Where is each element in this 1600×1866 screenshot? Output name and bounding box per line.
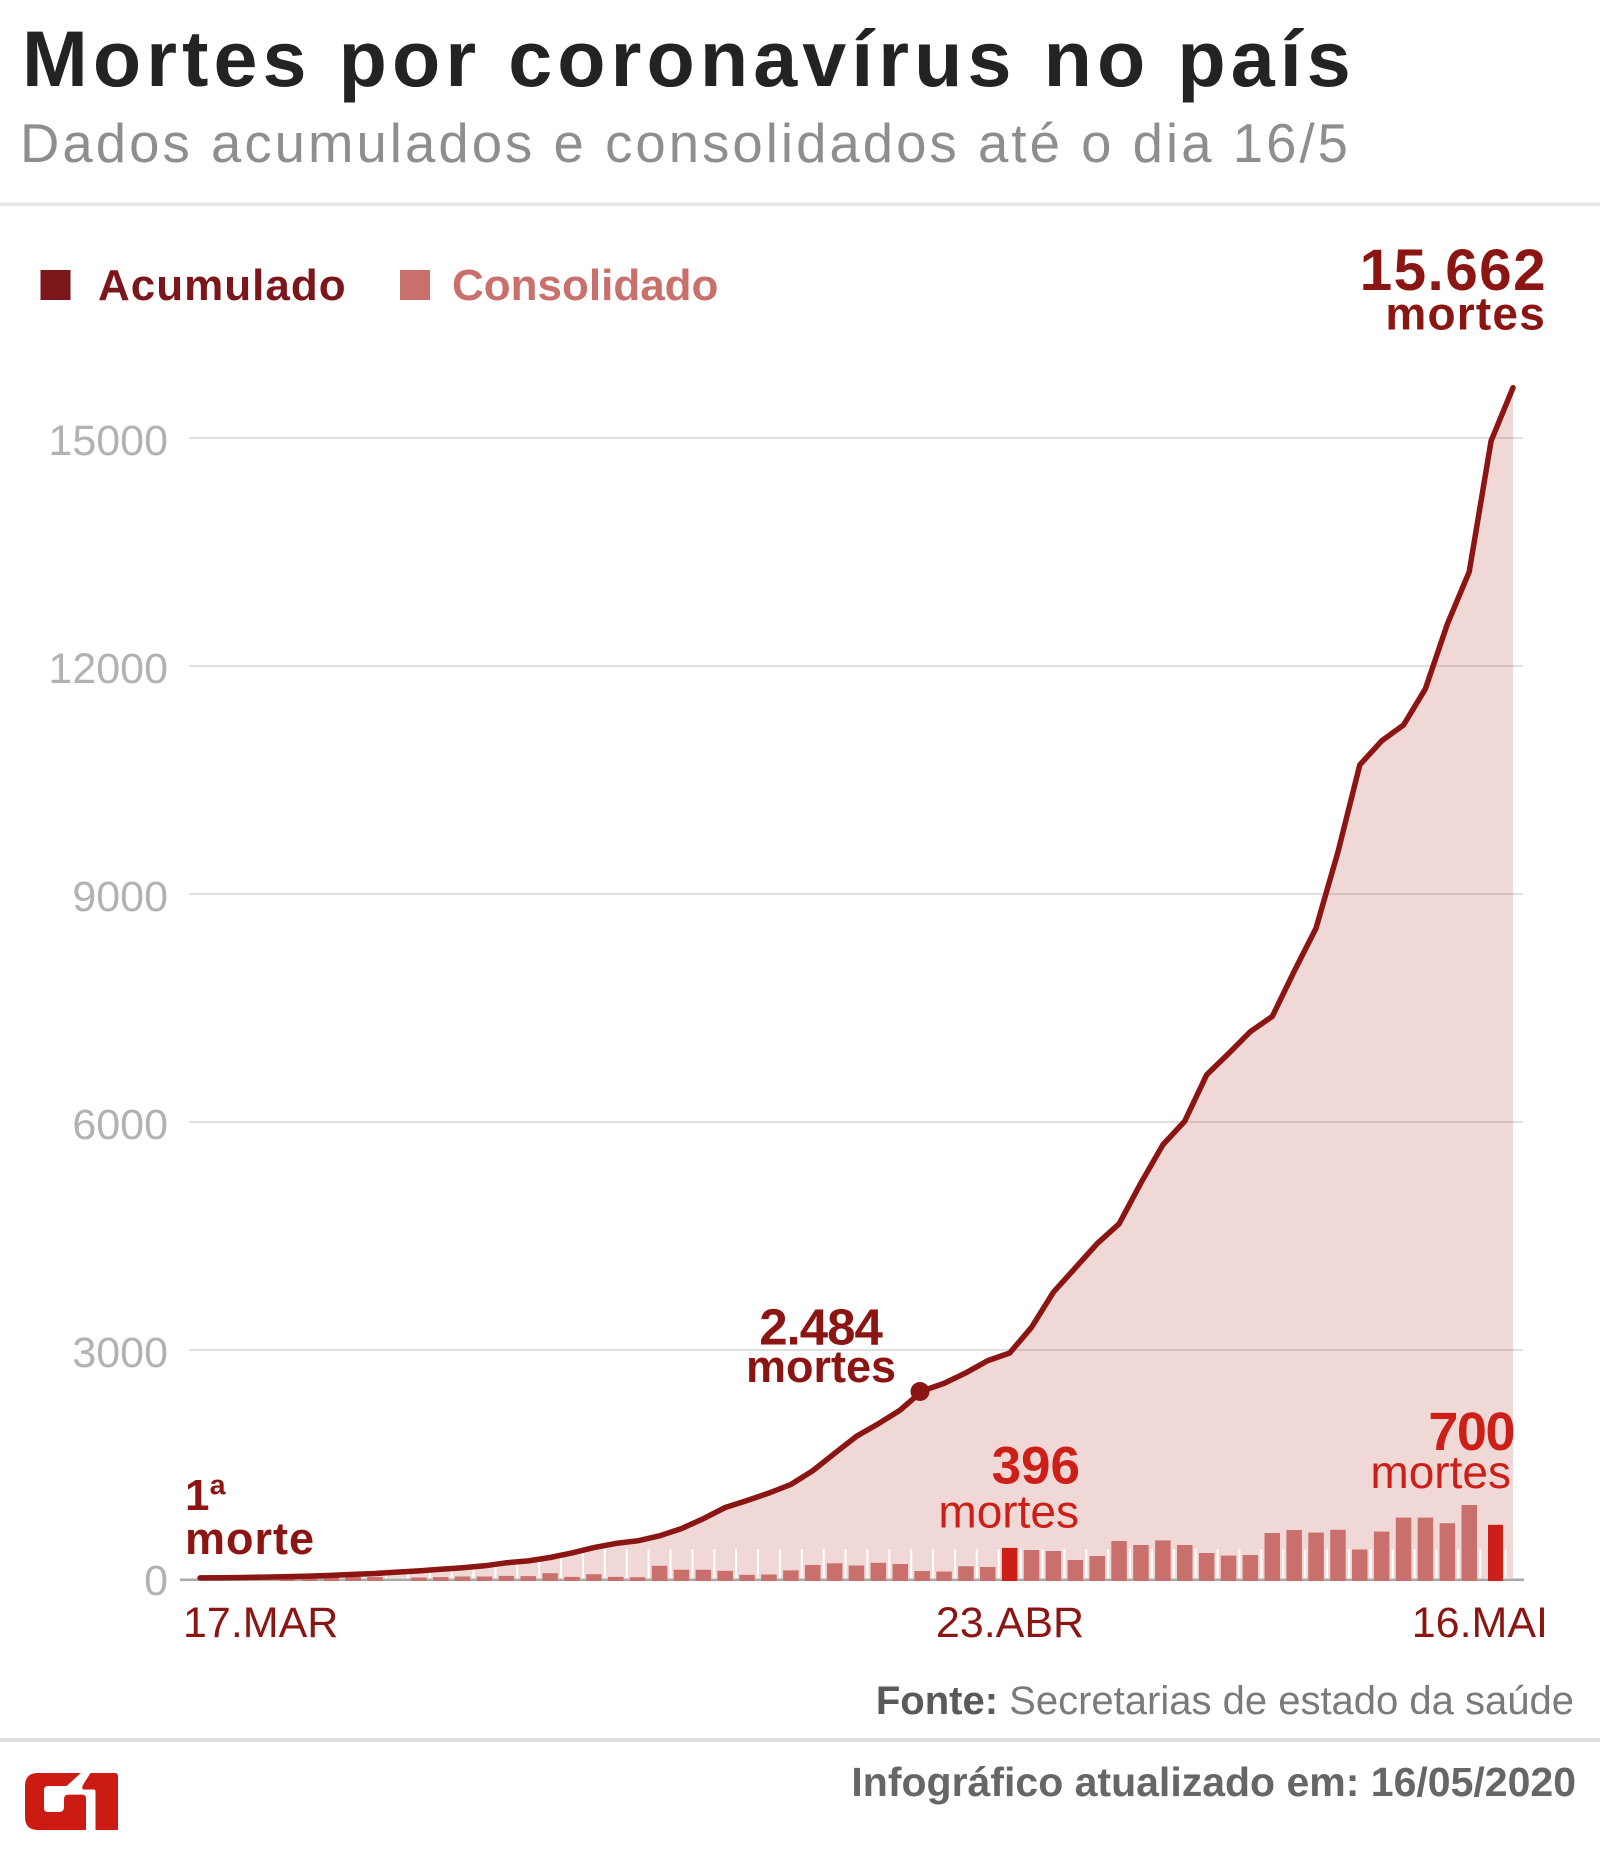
svg-text:6000: 6000 (72, 1101, 168, 1149)
svg-text:9000: 9000 (72, 873, 168, 921)
svg-text:12000: 12000 (48, 645, 168, 693)
svg-text:15.662: 15.662 (1360, 238, 1547, 303)
svg-text:mortes: mortes (938, 1486, 1079, 1538)
svg-text:mortes: mortes (1370, 1446, 1511, 1498)
svg-text:Mortes por coronavírus no país: Mortes por coronavírus no país (22, 14, 1356, 103)
svg-text:15000: 15000 (48, 417, 168, 465)
svg-text:mortes: mortes (746, 1341, 896, 1392)
svg-text:Acumulado: Acumulado (98, 261, 347, 310)
svg-text:2.484: 2.484 (759, 1299, 883, 1356)
svg-text:mortes: mortes (1385, 288, 1546, 340)
svg-text:396: 396 (992, 1437, 1080, 1496)
svg-text:1ª: 1ª (185, 1471, 226, 1520)
svg-text:Fonte: Secretarias de estado d: Fonte: Secretarias de estado da saúde (876, 1679, 1574, 1723)
svg-text:0: 0 (144, 1557, 168, 1605)
svg-text:16.MAI: 16.MAI (1412, 1599, 1548, 1647)
svg-text:17.MAR: 17.MAR (183, 1599, 338, 1647)
svg-text:3000: 3000 (72, 1329, 168, 1377)
svg-text:23.ABR: 23.ABR (936, 1599, 1084, 1647)
svg-text:morte: morte (185, 1513, 315, 1564)
svg-text:Infográfico atualizado em: 16/: Infográfico atualizado em: 16/05/2020 (851, 1759, 1576, 1805)
svg-text:Consolidado: Consolidado (452, 261, 718, 310)
svg-text:Dados acumulados e consolidado: Dados acumulados e consolidados até o di… (20, 113, 1351, 174)
svg-text:700: 700 (1428, 1402, 1514, 1462)
